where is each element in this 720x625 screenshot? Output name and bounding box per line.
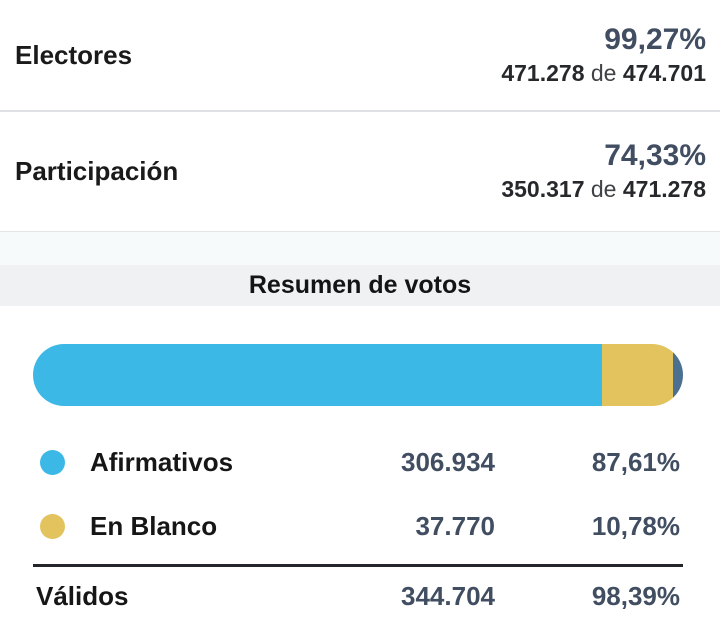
summary-header: Resumen de votos	[0, 265, 720, 306]
table-row-en-blanco: En Blanco 37.770 10,78%	[0, 500, 720, 552]
table-row-afirmativos: Afirmativos 306.934 87,61%	[0, 436, 720, 488]
electores-fraction: 471.278 de 474.701	[501, 58, 706, 89]
afirmativos-label: Afirmativos	[90, 446, 234, 477]
participacion-label: Participación	[15, 156, 179, 186]
electores-of-word: de	[590, 59, 617, 86]
bar-segment	[672, 344, 683, 406]
participacion-values: 74,33% 350.317 de 471.278	[501, 138, 706, 205]
electores-count: 471.278	[501, 59, 585, 86]
participacion-section: Participación 74,33% 350.317 de 471.278	[0, 112, 720, 232]
en-blanco-count: 37.770	[415, 510, 495, 541]
electores-total: 474.701	[622, 59, 706, 86]
participacion-fraction: 350.317 de 471.278	[501, 174, 706, 205]
en-blanco-percent: 10,78%	[591, 510, 680, 541]
electores-section: Electores 99,27% 471.278 de 474.701	[0, 0, 720, 112]
section-gap	[0, 232, 720, 265]
table-row-validos: Válidos 344.704 98,39%	[0, 570, 720, 622]
participacion-percent: 74,33%	[604, 139, 706, 172]
summary-rows: Afirmativos 306.934 87,61% En Blanco 37.…	[0, 406, 720, 622]
bar-segment	[33, 344, 603, 406]
participacion-total: 471.278	[622, 176, 706, 202]
validos-percent: 98,39%	[591, 580, 680, 611]
afirmativos-dot-icon	[40, 449, 65, 475]
en-blanco-dot-icon	[40, 513, 65, 539]
electores-values: 99,27% 471.278 de 474.701	[501, 22, 706, 89]
validos-count: 344.704	[401, 580, 495, 611]
en-blanco-label: En Blanco	[90, 510, 218, 541]
validos-label: Válidos	[36, 580, 129, 611]
bar-segment	[602, 344, 673, 406]
afirmativos-percent: 87,61%	[591, 446, 680, 477]
summary-title: Resumen de votos	[248, 271, 472, 299]
electores-label: Electores	[15, 39, 133, 70]
results-stacked-bar	[33, 344, 683, 406]
participacion-count: 350.317	[501, 176, 585, 202]
electores-percent: 99,27%	[604, 22, 706, 56]
results-bar-container	[0, 306, 720, 406]
totals-divider	[33, 564, 683, 567]
participacion-of-word: de	[590, 176, 617, 202]
afirmativos-count: 306.934	[401, 446, 495, 477]
